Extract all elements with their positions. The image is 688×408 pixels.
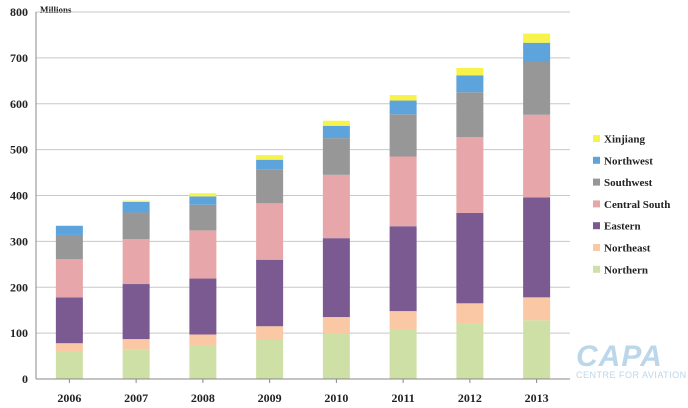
- bar-segment: [456, 303, 484, 324]
- x-tick-label: 2008: [191, 391, 215, 405]
- bar-segment: [389, 114, 417, 157]
- bars: [55, 33, 551, 379]
- x-tick-label: 2010: [324, 391, 348, 405]
- logo-subtitle: CENTRE FOR AVIATION: [576, 370, 687, 380]
- y-tick-label: 600: [10, 97, 28, 111]
- bar-segment: [322, 238, 350, 318]
- bar-segment: [322, 125, 350, 139]
- legend-label: Southwest: [604, 177, 653, 189]
- bar-segment: [55, 343, 83, 352]
- bar-segment: [122, 284, 150, 340]
- y-tick-label: 800: [10, 5, 28, 19]
- legend-label: Xinjiang: [604, 134, 645, 146]
- x-tick-label: 2006: [57, 391, 81, 405]
- bar-segment: [189, 278, 217, 335]
- bar-segment: [456, 92, 484, 138]
- y-axis: 0 100 200 300 400 500 600 700 800: [10, 5, 37, 386]
- bar-segment: [122, 201, 150, 213]
- y-tick-label: 500: [10, 143, 28, 157]
- bar-segment: [389, 329, 417, 379]
- bar-segment: [456, 67, 484, 76]
- bar-segment: [456, 137, 484, 213]
- capa-logo: CAPA CENTRE FOR AVIATION: [576, 340, 687, 380]
- y-tick-label: 200: [10, 280, 28, 294]
- bar-segment: [55, 351, 83, 379]
- bar-segment: [122, 349, 150, 379]
- legend-swatch: [593, 135, 600, 142]
- bar-segment: [189, 196, 217, 205]
- unit-label: Millions: [40, 5, 72, 15]
- bar-segment: [256, 326, 284, 341]
- bar-segment: [256, 203, 284, 260]
- legend-swatch: [593, 222, 600, 230]
- bar-segment: [189, 334, 217, 346]
- bar-segment: [389, 156, 417, 227]
- bar-segment: [122, 212, 150, 240]
- x-tick-label: 2007: [124, 391, 148, 405]
- y-tick-label: 300: [10, 234, 28, 248]
- x-tick-label: 2012: [458, 391, 482, 405]
- x-tick-label: 2011: [391, 391, 414, 405]
- bar-segment: [456, 323, 484, 379]
- bar-segment: [189, 345, 217, 379]
- bar-segment: [322, 174, 350, 239]
- legend-label: Northwest: [604, 155, 653, 167]
- legend-swatch: [593, 178, 600, 186]
- bar-segment: [456, 212, 484, 304]
- bar-segment: [189, 193, 217, 197]
- bar-segment: [256, 155, 284, 160]
- bar-segment: [122, 239, 150, 285]
- bar-segment: [523, 297, 551, 321]
- y-tick-label: 0: [22, 372, 28, 386]
- bar-segment: [189, 230, 217, 279]
- bar-segment: [189, 204, 217, 231]
- x-tick-label: 2009: [258, 391, 282, 405]
- legend-label: Northern: [604, 264, 648, 276]
- bar-segment: [55, 225, 83, 235]
- bar-segment: [523, 42, 551, 63]
- bar-segment: [122, 200, 150, 202]
- legend-label: Northeast: [604, 243, 651, 255]
- y-tick-label: 100: [10, 326, 28, 340]
- bar-segment: [322, 138, 350, 175]
- legend-swatch: [593, 265, 600, 273]
- y-tick-label: 400: [10, 189, 28, 203]
- legend-label: Central South: [604, 199, 670, 211]
- legend-swatch: [593, 244, 600, 251]
- legend-swatch: [593, 156, 600, 164]
- bar-segment: [322, 333, 350, 379]
- bar-segment: [322, 120, 350, 126]
- bar-segment: [389, 100, 417, 115]
- bar-segment: [55, 259, 83, 298]
- x-axis: 2006 2007 2008 2009 2010 2011 2012 2013: [36, 378, 570, 405]
- bar-segment: [523, 197, 551, 298]
- gridlines: [36, 11, 570, 334]
- bar-segment: [456, 75, 484, 93]
- bar-segment: [256, 259, 284, 327]
- bar-segment: [389, 311, 417, 330]
- bar-segment: [55, 297, 83, 344]
- y-tick-label: 700: [10, 51, 28, 65]
- legend-swatch: [593, 200, 600, 208]
- bar-segment: [55, 234, 83, 260]
- bar-segment: [256, 159, 284, 170]
- x-tick-label: 2013: [525, 391, 549, 405]
- legend: Xinjiang Northwest Southwest Central South E…: [593, 134, 670, 276]
- bar-segment: [523, 62, 551, 115]
- bar-segment: [389, 226, 417, 312]
- bar-segment: [523, 33, 551, 43]
- bar-segment: [122, 339, 150, 350]
- bar-segment: [256, 340, 284, 379]
- legend-label: Eastern: [604, 221, 641, 233]
- bar-segment: [523, 114, 551, 198]
- bar-segment: [389, 95, 417, 101]
- bar-segment: [322, 317, 350, 334]
- logo-text: CAPA: [576, 340, 663, 373]
- bar-segment: [523, 320, 551, 379]
- bar-segment: [256, 169, 284, 204]
